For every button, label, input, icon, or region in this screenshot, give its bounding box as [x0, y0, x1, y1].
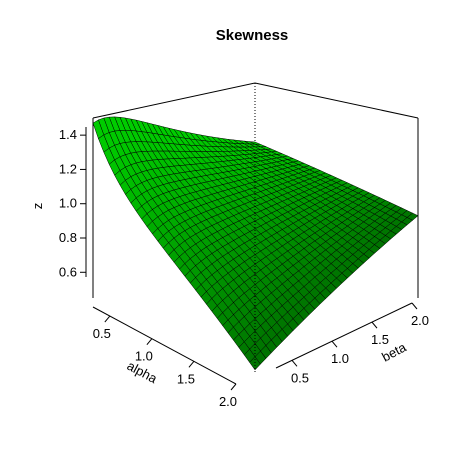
box-back-edges — [92, 82, 419, 298]
alpha-tick-label: 2.0 — [219, 394, 237, 409]
box-edge-top-right — [254, 82, 419, 119]
surface-mesh — [92, 116, 419, 371]
beta-tick-mark — [411, 302, 418, 310]
beta-tick-label: 0.5 — [291, 370, 309, 385]
beta-tick-group: 0.5 1.0 1.5 2.0 — [291, 302, 429, 385]
beta-tick-label: 1.5 — [371, 332, 389, 347]
beta-tick-mark — [291, 360, 298, 367]
alpha-tick-mark — [146, 338, 153, 346]
z-tick-label: 0.6 — [59, 264, 77, 279]
box-front-edges — [92, 118, 256, 372]
z-tick-group: 0.6 0.8 1.0 1.2 1.4 — [59, 127, 86, 279]
z-tick-label: 1.2 — [59, 161, 77, 176]
beta-tick-mark — [331, 340, 338, 348]
z-tick-label: 1.4 — [59, 127, 77, 142]
alpha-tick-label: 0.5 — [93, 326, 111, 341]
box-edge-top-back — [92, 82, 256, 119]
z-tick-label: 0.8 — [59, 230, 77, 245]
chart-title: Skewness — [216, 27, 289, 44]
alpha-axis — [92, 306, 237, 385]
alpha-tick-mark — [230, 383, 237, 391]
alpha-tick-mark — [104, 315, 111, 323]
beta-tick-label: 1.0 — [331, 351, 349, 366]
surface-facet — [249, 356, 261, 371]
beta-tick-mark — [371, 321, 378, 329]
beta-axis — [275, 302, 413, 369]
alpha-axis-line — [92, 306, 237, 385]
beta-axis-line — [275, 302, 413, 369]
z-tick-label: 1.0 — [59, 196, 77, 211]
alpha-tick-label: 1.5 — [177, 371, 195, 386]
alpha-tick-label: 1.0 — [135, 349, 153, 364]
z-axis-label: z — [30, 203, 45, 210]
alpha-tick-group: 0.5 1.0 1.5 2.0 — [93, 315, 237, 409]
alpha-tick-mark — [188, 361, 195, 368]
beta-tick-label: 2.0 — [411, 313, 429, 328]
